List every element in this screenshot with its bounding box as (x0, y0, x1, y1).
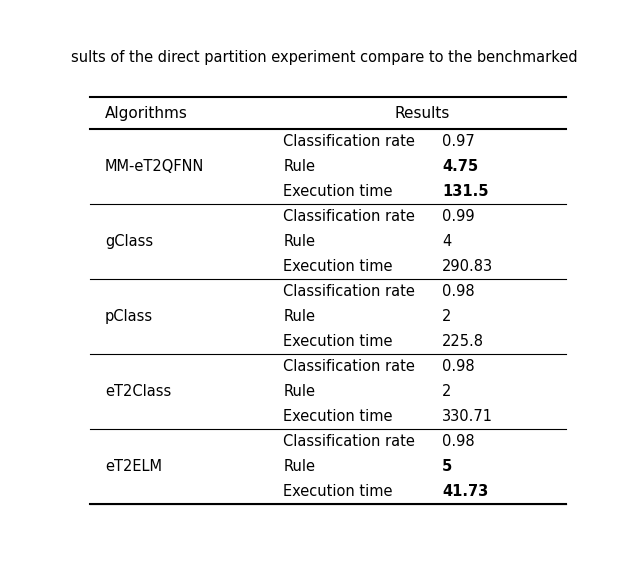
Text: eT2Class: eT2Class (105, 384, 171, 399)
Text: 2: 2 (442, 384, 451, 399)
Text: 41.73: 41.73 (442, 484, 488, 499)
Text: Classification rate: Classification rate (284, 359, 415, 374)
Text: sults of the direct partition experiment compare to the benchmarked: sults of the direct partition experiment… (71, 50, 578, 65)
Text: Execution time: Execution time (284, 484, 393, 499)
Text: gClass: gClass (105, 234, 153, 249)
Text: MM-eT2QFNN: MM-eT2QFNN (105, 159, 204, 174)
Text: Execution time: Execution time (284, 184, 393, 199)
Text: eT2ELM: eT2ELM (105, 459, 162, 474)
Text: Rule: Rule (284, 309, 316, 324)
Text: Execution time: Execution time (284, 259, 393, 274)
Text: 4: 4 (442, 234, 451, 249)
Text: 0.99: 0.99 (442, 209, 475, 224)
Text: 5: 5 (442, 459, 452, 474)
Text: Rule: Rule (284, 234, 316, 249)
Text: Classification rate: Classification rate (284, 209, 415, 224)
Text: Algorithms: Algorithms (105, 106, 188, 121)
Text: Results: Results (394, 106, 450, 121)
Text: 0.98: 0.98 (442, 434, 475, 449)
Text: Classification rate: Classification rate (284, 434, 415, 449)
Text: 4.75: 4.75 (442, 159, 478, 174)
Text: Classification rate: Classification rate (284, 284, 415, 299)
Text: Execution time: Execution time (284, 334, 393, 349)
Text: 290.83: 290.83 (442, 259, 493, 274)
Text: 2: 2 (442, 309, 451, 324)
Text: Rule: Rule (284, 459, 316, 474)
Text: 330.71: 330.71 (442, 409, 493, 424)
Text: 0.98: 0.98 (442, 359, 475, 374)
Text: 0.98: 0.98 (442, 284, 475, 299)
Text: 0.97: 0.97 (442, 134, 475, 149)
Text: Rule: Rule (284, 384, 316, 399)
Text: pClass: pClass (105, 309, 153, 324)
Text: 225.8: 225.8 (442, 334, 484, 349)
Text: Execution time: Execution time (284, 409, 393, 424)
Text: 131.5: 131.5 (442, 184, 488, 199)
Text: Classification rate: Classification rate (284, 134, 415, 149)
Text: Rule: Rule (284, 159, 316, 174)
